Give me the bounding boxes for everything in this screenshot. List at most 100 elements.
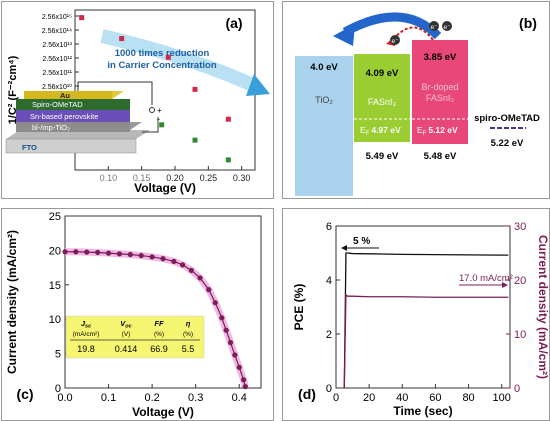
jsc-annotation-arrowhead — [502, 282, 508, 288]
table-header: Jsc — [81, 319, 91, 330]
current-density-line — [343, 293, 509, 389]
panel-c-xtick-label: 0.3 — [188, 392, 203, 404]
panel-d-label: (d) — [298, 386, 316, 402]
panel-b-diagram: (b) 4.0 eV TiO₂ 4.09 eV FASnI₃ EF 4.97 eV… — [295, 12, 540, 196]
fasni3-name: FASnI₃ — [368, 97, 397, 107]
fasni3-ef: EF 4.97 eV — [360, 125, 401, 137]
table-value: 5.5 — [182, 344, 195, 354]
panel-b-label: (b) — [519, 15, 537, 31]
panel-d-xtick-label: 40 — [396, 392, 408, 404]
panel-d-ytick-label: 0 — [326, 383, 332, 395]
panel-d-ytick-right-label: 0 — [514, 383, 520, 395]
electron-2: e⁻ — [429, 21, 439, 31]
panel-a-ytick-label: 2.56x10¹⁵ — [42, 14, 72, 21]
jv-data-point — [149, 254, 155, 260]
panel-c-xtick-label: 0.2 — [144, 392, 159, 404]
panel-d-xtick-label: 60 — [429, 392, 441, 404]
panel-c-xtick-label: 0.4 — [232, 392, 247, 404]
panel-a-annotation-line1: 1000 times reduction — [115, 48, 210, 59]
svg-text:e⁻: e⁻ — [391, 38, 399, 45]
panel-b: (b) 4.0 eV TiO₂ 4.09 eV FASnI₃ EF 4.97 eV… — [282, 1, 550, 199]
jv-data-point — [223, 327, 229, 333]
jv-data-point — [160, 256, 166, 262]
jv-data-point — [188, 267, 194, 273]
panel-c-ytick-label: 20 — [49, 245, 61, 257]
panel-c-ytick-label: 25 — [49, 211, 61, 223]
panel-c-chart: 0 5 10 15 20 25 0.0 0.1 0.2 0.3 0.4 Current densi… — [5, 211, 262, 419]
jv-data-point — [73, 249, 79, 255]
pce-annotation-arrowhead — [341, 245, 347, 251]
jv-data-point — [116, 251, 123, 257]
fasni3-top: 4.09 eV — [366, 68, 399, 79]
panel-a-ytick-label: 2.56x10¹⁰ — [42, 83, 72, 91]
panel-a-ytick-label: 2.56x10¹⁴ — [42, 28, 72, 35]
table-header: η — [186, 319, 191, 328]
panel-d: 0 2 4 6 0 10 20 30 0 20 40 60 80 100 PCE (%) Curren… — [282, 208, 550, 421]
panel-d-plot-frame — [335, 225, 511, 389]
panel-d-ytick-label: 2 — [326, 329, 332, 341]
table-value: 0.414 — [115, 344, 138, 354]
panel-d-ytick-right-label: 30 — [514, 221, 526, 233]
panel-a-data-point — [159, 122, 165, 128]
jv-data-point — [197, 275, 203, 281]
panel-a-data-point — [165, 54, 171, 60]
jv-data-point — [219, 315, 225, 321]
jv-data-point — [138, 252, 144, 259]
fasni3-bottom: 5.49 eV — [366, 151, 399, 162]
br-fasni3-band — [412, 40, 468, 144]
br-fasni3-top: 3.85 eV — [424, 52, 457, 63]
jv-data-point — [84, 249, 90, 255]
panel-a-data-point — [225, 157, 231, 163]
layer-perovskite: Sn-based perovskite — [30, 112, 98, 121]
panel-a-xtick-label: 0.10 — [100, 173, 118, 183]
electron-transfer-arrow — [342, 12, 442, 40]
br-fasni3-ef: EF 5.12 eV — [417, 125, 458, 137]
tio2-name: TiO₂ — [315, 95, 333, 105]
panel-a-chart: 2.56x10¹⁵ 2.56x10¹⁴ 2.56x10¹³ 2.56x10¹² 2.56… — [5, 9, 270, 195]
spiro-name: spiro-OMeTAD — [474, 113, 540, 124]
panel-c-xtick-label: 0.0 — [57, 392, 72, 404]
panel-c-plot-frame — [64, 215, 262, 389]
terminal-minus: - — [157, 114, 160, 124]
table-value: 66.9 — [150, 344, 168, 354]
table-header: FF — [154, 319, 164, 328]
panel-c-ytick-label: 5 — [55, 349, 61, 361]
svg-text:e⁻: e⁻ — [443, 24, 451, 31]
layer-spiro: Spiro-OMeTAD — [32, 100, 83, 109]
jv-data-point — [127, 251, 133, 258]
panel-a-data-point — [79, 15, 85, 21]
layer-au: Au — [60, 91, 70, 100]
panel-c-ytick-label: 10 — [49, 314, 61, 326]
panel-a-arrow-head — [246, 74, 270, 96]
panel-c-ytick-label: 15 — [49, 280, 61, 292]
panel-a-data-point — [119, 36, 125, 42]
tio2-band — [295, 56, 353, 196]
panel-a-label: (a) — [225, 15, 242, 31]
pce-annotation: 5 % — [353, 236, 370, 247]
panel-c-label: (c) — [16, 386, 33, 402]
jv-data-point — [62, 249, 68, 255]
pce-line — [343, 252, 509, 389]
fasni3-band — [354, 54, 410, 142]
table-value: 19.8 — [77, 344, 95, 354]
panel-a-xtick-label: 0.30 — [233, 173, 251, 183]
svg-text:e⁻: e⁻ — [430, 24, 438, 31]
panel-d-ytick-right-label: 20 — [514, 275, 526, 287]
electron-3: e⁻ — [442, 21, 452, 31]
device-stack: FTO bl-/mp-TiO₂ Sn-based perovskite Spir… — [5, 81, 162, 154]
panel-a-ytick-label: 2.56x10¹² — [42, 56, 72, 63]
panel-a-data-point — [192, 86, 198, 92]
jv-data-point — [240, 377, 247, 383]
electron-1: e⁻ — [390, 35, 400, 45]
panel-c-xtick-label: 0.1 — [101, 392, 116, 404]
panel-a-xtick-label: 0.25 — [200, 173, 218, 183]
panel-d-ylabel-right: Current density (mA/cm²) — [536, 235, 549, 379]
panel-a-annotation-line2: in Carrier Concentration — [107, 60, 216, 71]
jv-data-point — [206, 287, 212, 293]
jv-data-point — [95, 249, 101, 256]
panel-d-xtick-label: 0 — [333, 392, 339, 404]
br-fasni3-bottom: 5.48 eV — [424, 151, 457, 162]
panel-c-xlabel: Voltage (V) — [132, 405, 194, 419]
panel-d-xlabel: Time (sec) — [393, 404, 452, 418]
panel-d-ytick-label: 4 — [326, 275, 332, 287]
